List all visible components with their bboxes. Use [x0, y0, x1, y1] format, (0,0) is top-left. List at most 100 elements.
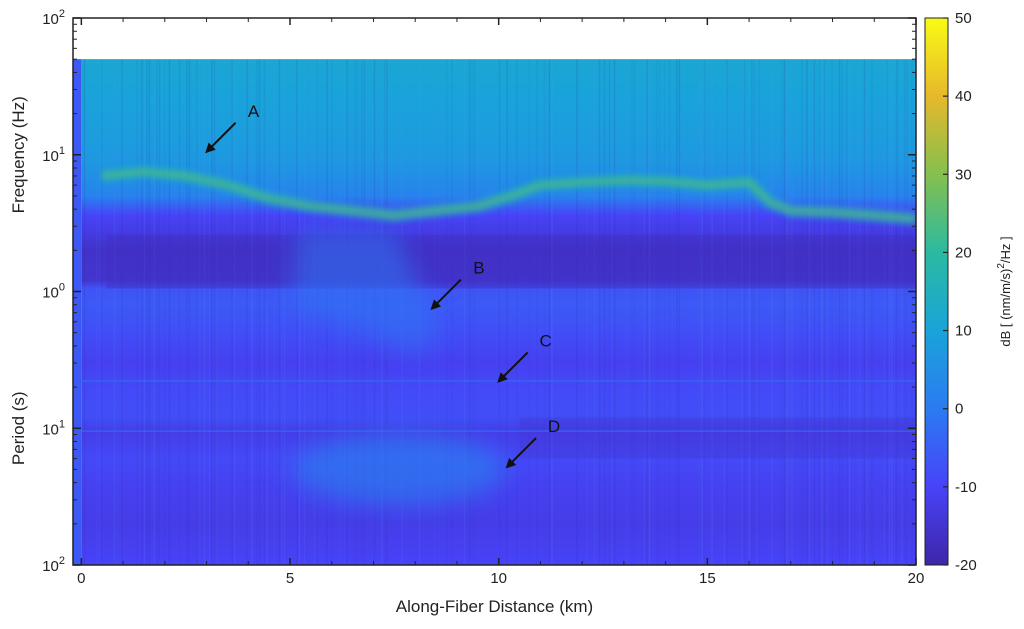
spectrogram-streak	[841, 59, 843, 565]
spectrogram-streak	[211, 59, 213, 565]
x-tick-label: 5	[286, 570, 294, 587]
spectrogram-streak	[296, 59, 298, 565]
spectrogram-streak	[701, 59, 703, 565]
spectrogram-streak	[153, 59, 156, 565]
colorbar-tick-label: -20	[955, 557, 977, 574]
spectrogram-streak	[863, 59, 866, 565]
spectrogram-streak	[98, 59, 101, 565]
spectrogram-streak	[121, 59, 123, 565]
spectrogram-streak	[771, 59, 773, 565]
spectrogram-streak	[743, 59, 746, 565]
spectrogram-streak	[698, 59, 701, 565]
spectrogram-streak	[626, 59, 628, 565]
spectrogram-streak	[468, 59, 471, 565]
spectrogram-streak	[266, 59, 268, 565]
spectrogram-streak	[208, 59, 211, 565]
y-tick-label-exponent: 2	[59, 8, 65, 20]
spectrogram-streak	[233, 59, 236, 565]
spectrogram-streak	[711, 59, 713, 565]
spectrogram-streak	[543, 59, 546, 565]
colorbar-ticks: 50 40 30 20 10 0 -10 -20	[943, 10, 977, 574]
spectrogram-streak	[781, 59, 783, 565]
spectrogram-streak	[631, 59, 633, 565]
spectrogram-streak	[598, 59, 601, 565]
annotation-label: B	[473, 259, 484, 278]
spectrogram-background	[81, 59, 916, 565]
annotation-arrow	[497, 351, 529, 383]
annotation-arrow	[205, 122, 237, 154]
spectrogram-streak	[741, 59, 743, 565]
colorbar-tick-label: -10	[955, 479, 977, 496]
spectrogram-streak	[136, 59, 138, 565]
spectrogram-streak	[506, 59, 508, 565]
spectrogram-streak	[788, 59, 791, 565]
spectrogram-streak	[808, 59, 811, 565]
spectrogram-streak	[858, 59, 861, 565]
colorbar-title-prefix: dB [ (nm/m/s)	[998, 269, 1013, 347]
spectrogram-left-strip	[73, 59, 82, 565]
y-tick-label-base: 10	[42, 285, 59, 302]
spectrogram-streak	[806, 59, 808, 565]
spectrogram-streak	[256, 59, 258, 565]
y-tick-label-base: 10	[42, 148, 59, 165]
spectrogram-streak	[146, 59, 148, 565]
spectrogram-streak	[216, 59, 218, 565]
spectrogram-streak	[593, 59, 596, 565]
y-tick-label-exponent: 2	[59, 555, 65, 567]
spectrogram-streak	[96, 59, 98, 565]
x-tick-label: 10	[490, 570, 507, 587]
spectrogram-image	[73, 59, 916, 565]
y-tick-label: 102	[42, 8, 65, 28]
annotation-arrow	[505, 437, 537, 469]
y-tick-label: 101	[42, 418, 65, 438]
spectrogram-streak	[586, 59, 588, 565]
spectrogram-streak	[188, 59, 191, 565]
spectrogram-streak	[278, 59, 281, 565]
spectrogram-streak	[753, 59, 756, 565]
spectrogram-streak	[528, 59, 531, 565]
spectrogram-streak	[818, 59, 821, 565]
spectrogram-streak	[668, 59, 671, 565]
spectrogram-streak	[116, 59, 118, 565]
spectrogram-streak	[168, 59, 171, 565]
spectrogram-streak	[231, 59, 233, 565]
spectrogram-streak	[186, 59, 188, 565]
x-axis: 0 5 10 15 20	[77, 18, 924, 587]
y-tick-label-base: 10	[42, 421, 59, 438]
spectrogram-streak	[758, 59, 761, 565]
colorbar: 50 40 30 20 10 0 -10 -20 dB [ (nm/m/s)2/Hz ]	[924, 10, 1013, 574]
spectrogram-streak	[246, 59, 248, 565]
spectrogram-streak	[891, 59, 893, 565]
spectrogram-dark-band	[106, 234, 916, 289]
y-axis-title-frequency: Frequency (Hz)	[9, 96, 28, 213]
spectrogram-streak	[473, 59, 476, 565]
colorbar-title: dB [ (nm/m/s)2/Hz ]	[996, 236, 1013, 346]
spectrogram-streak	[678, 59, 681, 565]
spectrogram-streak	[901, 59, 903, 565]
spectrogram-streak	[141, 59, 143, 565]
spectrogram-streak	[703, 59, 706, 565]
spectrogram-streak	[831, 59, 833, 565]
spectrogram-streak	[158, 59, 161, 565]
spectrogram-streak	[896, 59, 898, 565]
spectrogram-streak	[551, 59, 553, 565]
spectrogram-streak	[113, 59, 116, 565]
spectrogram-streak	[823, 59, 826, 565]
annotation-label: D	[548, 417, 560, 436]
spectrogram-streak	[748, 59, 751, 565]
spectrogram-streak	[283, 59, 286, 565]
spectrogram-streak	[826, 59, 828, 565]
spectrogram-streak	[643, 59, 646, 565]
y-tick-label: 100	[42, 282, 65, 302]
spectrogram-streak	[611, 59, 613, 565]
spectrogram-streak	[608, 59, 611, 565]
y-axis-title-period: Period (s)	[9, 391, 28, 465]
spectrogram-streak	[281, 59, 283, 565]
spectrogram-streak	[813, 59, 816, 565]
spectrogram-streak	[801, 59, 803, 565]
spectrogram-streak	[101, 59, 103, 565]
annotation-label: C	[540, 331, 552, 350]
spectrogram-streak	[196, 59, 198, 565]
colorbar-tick-label: 30	[955, 166, 972, 183]
